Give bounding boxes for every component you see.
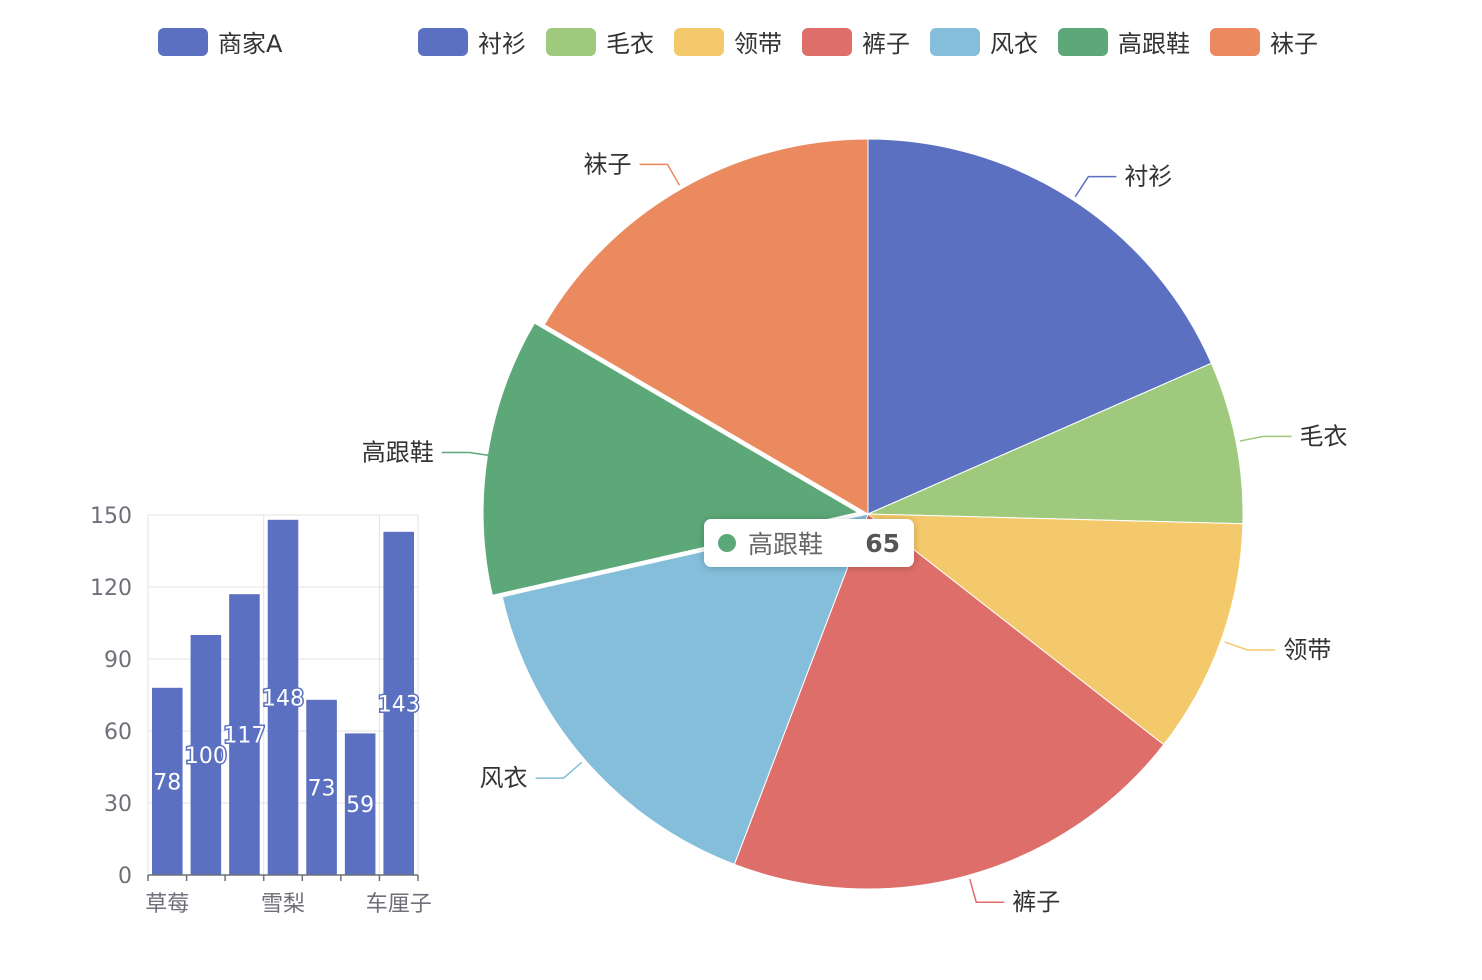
y-tick-label: 0 xyxy=(118,864,132,889)
pie-slice xyxy=(543,138,869,515)
pie-slice xyxy=(501,513,869,866)
tooltip-dot-icon xyxy=(718,534,736,552)
bar-data-label: 73 xyxy=(308,776,336,801)
legend-label: 袜子 xyxy=(1270,30,1318,58)
legend-item-pie[interactable]: 高跟鞋 xyxy=(1058,24,1190,59)
pie-label-line xyxy=(639,163,681,186)
bar xyxy=(344,733,376,875)
legend-item-pie[interactable]: 裤子 xyxy=(802,24,910,59)
legend-item-pie[interactable]: 风衣 xyxy=(930,24,1038,59)
y-tick-label: 60 xyxy=(104,720,132,745)
bar-data-label: 78 xyxy=(153,770,181,795)
tooltip-name: 高跟鞋 xyxy=(748,530,824,559)
pie-label: 高跟鞋 xyxy=(362,438,434,466)
legend-label: 毛衣 xyxy=(606,30,654,58)
bar xyxy=(383,531,414,875)
legend-label: 高跟鞋 xyxy=(1118,30,1190,58)
pie-label-line xyxy=(535,761,583,779)
tooltip-value: 65 xyxy=(865,528,900,558)
legend-swatch xyxy=(930,27,980,56)
legend-swatch xyxy=(158,27,208,56)
legend-swatch xyxy=(546,27,596,56)
pie-label: 衬衫 xyxy=(1124,163,1172,191)
pie-label: 毛衣 xyxy=(1299,422,1347,450)
pie-label-line xyxy=(969,878,1005,903)
legend-label: 裤子 xyxy=(862,30,910,58)
legend-label: 商家A xyxy=(218,30,283,58)
tooltip: 高跟鞋 65 xyxy=(704,519,914,567)
legend-item-pie[interactable]: 毛衣 xyxy=(546,24,654,59)
legend-item-bar[interactable]: 商家A xyxy=(158,24,282,59)
bar-data-label: 59 xyxy=(346,793,374,818)
pie-label-line xyxy=(1239,435,1292,442)
y-tick-label: 120 xyxy=(90,576,132,601)
legend-swatch xyxy=(1058,27,1108,56)
bar-data-label: 148 xyxy=(262,686,304,711)
legend-label: 领带 xyxy=(734,30,782,58)
pie-label: 袜子 xyxy=(584,150,632,178)
pie-label: 领带 xyxy=(1283,636,1331,664)
pie-label-line xyxy=(1074,175,1117,198)
pie-label-line xyxy=(441,451,494,457)
bar xyxy=(229,594,260,875)
pie-slice xyxy=(867,138,1213,515)
pie-slice xyxy=(733,513,1165,890)
legend-item-pie[interactable]: 领带 xyxy=(674,24,782,59)
legend-item-pie[interactable]: 袜子 xyxy=(1210,24,1318,59)
bar xyxy=(152,687,183,875)
pie-label: 裤子 xyxy=(1012,888,1060,916)
bar xyxy=(267,519,299,875)
legend-item-pie[interactable]: 衬衫 xyxy=(418,24,526,59)
legend-label: 风衣 xyxy=(990,30,1038,58)
legend-swatch xyxy=(418,27,468,56)
y-tick-label: 30 xyxy=(104,792,132,817)
legend-swatch xyxy=(1210,27,1260,56)
pie-slice xyxy=(867,362,1244,525)
pie-label-line xyxy=(1224,641,1276,651)
bar xyxy=(306,699,337,875)
x-tick-label: 草莓 xyxy=(145,892,189,917)
pie-label: 风衣 xyxy=(480,764,528,792)
y-tick-label: 90 xyxy=(104,648,132,673)
pie-slice xyxy=(866,513,1244,746)
bar-data-label: 117 xyxy=(223,724,265,749)
legend-label: 衬衫 xyxy=(478,30,526,58)
y-tick-label: 150 xyxy=(90,504,132,529)
bar-data-label: 143 xyxy=(378,692,420,717)
x-tick-label: 车厘子 xyxy=(366,892,432,917)
legend-swatch xyxy=(674,27,724,56)
bar-data-label: 100 xyxy=(185,744,227,769)
x-tick-label: 雪梨 xyxy=(261,892,305,917)
legend-swatch xyxy=(802,27,852,56)
bar xyxy=(190,635,222,875)
